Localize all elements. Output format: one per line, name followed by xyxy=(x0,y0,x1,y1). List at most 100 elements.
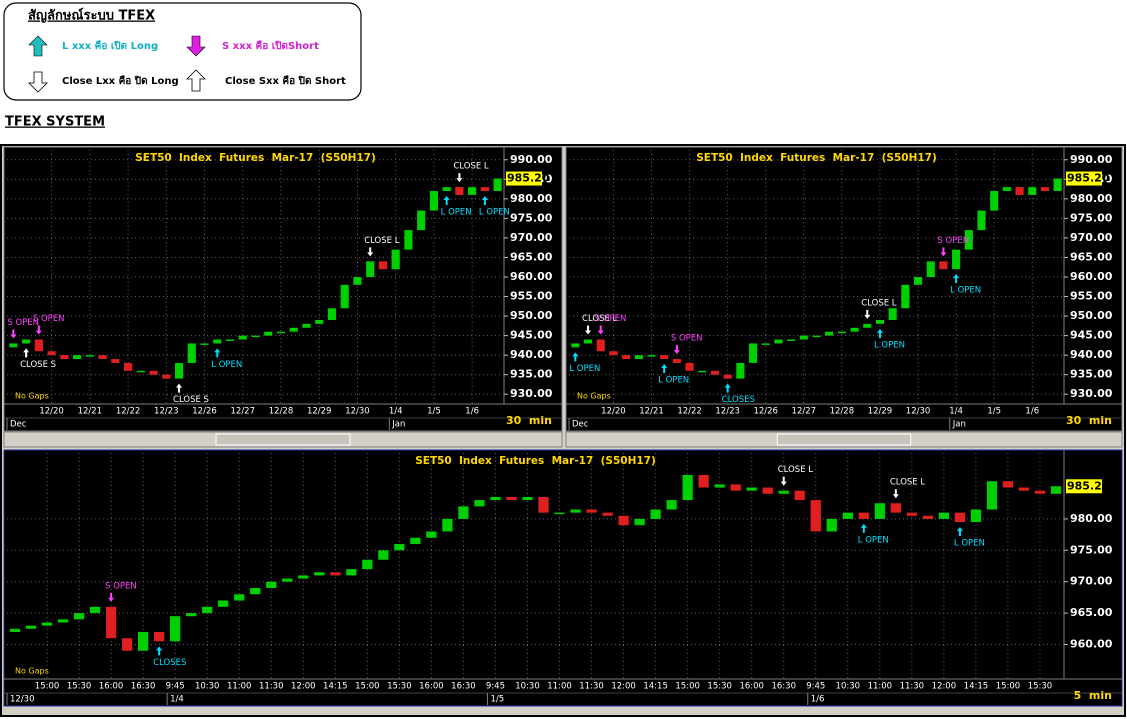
candle xyxy=(138,631,149,651)
candle xyxy=(583,339,593,344)
candle xyxy=(810,500,821,532)
candle xyxy=(952,249,961,270)
candle xyxy=(863,323,872,328)
candle xyxy=(647,355,656,357)
candle xyxy=(964,230,973,250)
last-price-box xyxy=(1066,171,1102,186)
legend-title: สัญลักษณ์ระบบ TFEX xyxy=(28,8,155,24)
x-tick-label: 9:45 xyxy=(806,682,825,692)
signal-label: CLOSE L xyxy=(582,314,618,324)
signal-arrow xyxy=(214,348,221,358)
y-tick-label: 965.00 xyxy=(1070,250,1113,263)
candle xyxy=(218,600,229,607)
candle xyxy=(149,370,158,375)
candle xyxy=(47,351,56,356)
candle xyxy=(105,606,117,639)
x-tick-label: 1/4 xyxy=(949,407,963,417)
candle xyxy=(264,331,273,336)
candle xyxy=(762,487,773,494)
period-label: 1/6 xyxy=(811,695,825,705)
candle xyxy=(353,277,362,285)
candle xyxy=(429,191,438,211)
candle xyxy=(234,594,245,601)
candle xyxy=(746,487,757,491)
candle xyxy=(660,355,669,360)
candle xyxy=(251,335,260,338)
signal-label: L OPEN xyxy=(211,360,242,370)
candle xyxy=(922,515,933,519)
candle xyxy=(85,355,94,357)
y-tick-label: 935.00 xyxy=(510,368,553,381)
candle xyxy=(736,362,745,379)
candle xyxy=(276,331,286,334)
legend-item: Close Sxx คือ ปิด Short xyxy=(225,75,346,87)
x-tick-label: 11:00 xyxy=(868,682,893,692)
x-tick-label: 12/29 xyxy=(868,407,893,417)
candle xyxy=(330,572,341,576)
gaps-note: No Gaps xyxy=(577,392,611,401)
legend-item: Close Lxx คือ ปิด Long xyxy=(62,75,179,87)
candle xyxy=(1050,486,1062,494)
x-tick-label: 12/28 xyxy=(830,407,855,417)
signal-label: L OPEN xyxy=(954,539,985,549)
signal-label: L OPEN xyxy=(858,535,889,545)
signal-arrow xyxy=(953,274,960,284)
candle xyxy=(888,308,897,320)
chart-title: SET50 Index Futures Mar-17 (S50H17) xyxy=(696,152,937,164)
candle xyxy=(618,515,629,526)
candle xyxy=(202,606,213,614)
icon-short-close xyxy=(186,69,206,92)
y-tick-label: 980.00 xyxy=(510,192,553,205)
interval-label: 5 min xyxy=(1074,689,1112,702)
y-tick-label: 960.00 xyxy=(1070,637,1113,650)
candle xyxy=(650,509,661,519)
y-tick-label: 930.00 xyxy=(510,387,553,400)
candle xyxy=(1018,487,1030,491)
y-tick-label: 930.00 xyxy=(1070,387,1113,400)
signal-label: CLOSES xyxy=(153,658,186,668)
candle xyxy=(1015,187,1024,195)
candle xyxy=(378,261,388,270)
candle xyxy=(442,518,453,532)
x-tick-label: 11:00 xyxy=(547,682,572,692)
signal-arrow xyxy=(661,364,668,374)
x-tick-label: 16:30 xyxy=(771,682,796,692)
y-tick-label: 955.00 xyxy=(1070,290,1113,303)
candle xyxy=(799,335,808,340)
scroll-thumb[interactable] xyxy=(215,433,351,446)
signal-label: L OPEN xyxy=(441,208,472,218)
candle xyxy=(186,613,197,617)
signal-arrow xyxy=(876,328,883,338)
candle xyxy=(391,249,400,270)
legend-item: L xxx คือ เปิด Long xyxy=(62,40,158,52)
candle xyxy=(346,569,357,576)
signal-arrow xyxy=(860,523,867,533)
x-tick-label: 16:30 xyxy=(131,682,156,692)
x-tick-label: 14:15 xyxy=(643,682,668,692)
candle xyxy=(442,187,451,192)
candle xyxy=(111,359,120,363)
section-title: TFEX SYSTEM xyxy=(5,115,105,130)
x-tick-label: 1/5 xyxy=(427,407,441,417)
candle xyxy=(906,512,917,516)
candle xyxy=(455,187,464,195)
candle xyxy=(200,343,209,345)
candle xyxy=(825,331,834,336)
signal-label: L OPEN xyxy=(569,364,600,374)
candle xyxy=(162,374,171,379)
candle xyxy=(685,362,694,371)
x-tick-label: 12/27 xyxy=(792,407,817,417)
last-price-label: 985.20 xyxy=(1067,172,1110,185)
candle xyxy=(123,362,133,371)
candle xyxy=(378,550,389,560)
candle xyxy=(426,531,437,538)
candle xyxy=(57,619,69,623)
candle xyxy=(89,606,101,614)
scroll-thumb[interactable] xyxy=(776,433,912,446)
period-label: 1/4 xyxy=(170,695,184,705)
candle xyxy=(634,518,645,526)
signal-arrow xyxy=(10,329,17,339)
x-tick-label: 16:00 xyxy=(419,682,444,692)
y-tick-label: 950.00 xyxy=(1070,309,1113,322)
